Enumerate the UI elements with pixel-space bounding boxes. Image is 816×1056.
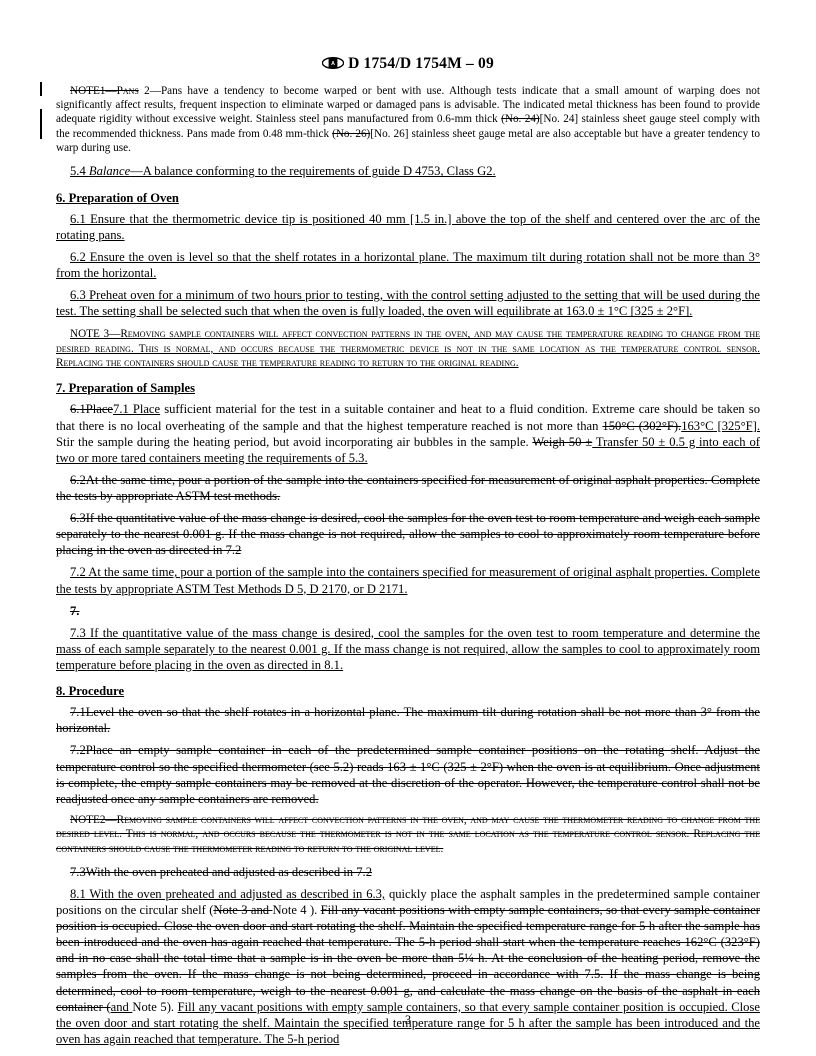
p-7-2: 7.2 At the same time, pour a portion of …: [56, 564, 760, 596]
page-header: A D 1754/D 1754M – 09: [56, 54, 760, 74]
p-5-4: 5.4 Balance—A balance conforming to the …: [56, 163, 760, 179]
astm-logo-icon: A: [322, 55, 344, 71]
page-number: 3: [0, 1012, 816, 1028]
sec-6-title: 6. Preparation of Oven: [56, 190, 760, 206]
p-old-7-1: 7.1Level the oven so that the shelf rota…: [56, 704, 760, 736]
revbar-2: [40, 109, 42, 139]
p-6-3: 6.3 Preheat oven for a minimum of two ho…: [56, 287, 760, 319]
sec-8-title: 8. Procedure: [56, 683, 760, 699]
p-del-7: 7.: [56, 603, 760, 619]
p-6-1: 6.1 Ensure that the thermometric device …: [56, 211, 760, 243]
p-old-7-2: 7.2Place an empty sample container in ea…: [56, 742, 760, 806]
old-note-2: NOTE2—Removing sample containers will af…: [56, 813, 760, 856]
note-3: NOTE 3—Removing sample containers will a…: [56, 327, 760, 370]
p-old-6-3: 6.3If the quantitative value of the mass…: [56, 510, 760, 558]
p-7-3: 7.3 If the quantitative value of the mas…: [56, 625, 760, 673]
sec-7-title: 7. Preparation of Samples: [56, 380, 760, 396]
p-6-2: 6.2 Ensure the oven is level so that the…: [56, 249, 760, 281]
revbar-1: [40, 82, 42, 96]
designation-text: D 1754/D 1754M – 09: [348, 55, 494, 72]
note-2: NOTE1—Pans 2—Pans have a tendency to bec…: [56, 84, 760, 156]
p-old-6-2: 6.2At the same time, pour a portion of t…: [56, 472, 760, 504]
p-7-1: 6.1Place7.1 Place sufficient material fo…: [56, 401, 760, 465]
svg-text:A: A: [331, 61, 335, 67]
p-old-7-3: 7.3With the oven preheated and adjusted …: [56, 864, 760, 880]
